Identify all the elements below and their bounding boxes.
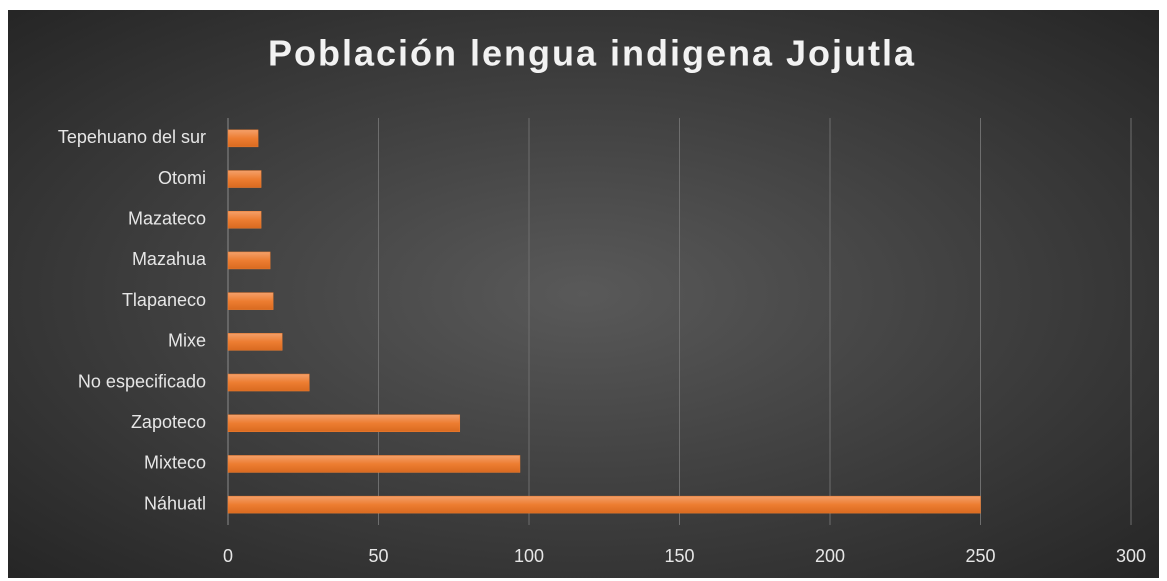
y-tick-label: Mixteco: [144, 453, 206, 473]
y-tick-label: No especificado: [78, 371, 206, 391]
y-tick-label: Mixe: [168, 331, 206, 351]
y-tick-label: Otomi: [158, 168, 206, 188]
x-tick-label: 100: [514, 546, 544, 566]
y-tick-label: Náhuatl: [144, 493, 206, 513]
chart-title: Población lengua indigena Jojutla: [268, 33, 916, 74]
bar: [227, 414, 461, 432]
y-tick-label: Tlapaneco: [122, 290, 206, 310]
y-tick-label: Mazahua: [132, 249, 207, 269]
y-tick-label: Tepehuano del sur: [58, 127, 206, 147]
x-tick-label: 250: [965, 546, 995, 566]
bar: [227, 292, 274, 310]
x-tick-label: 300: [1116, 546, 1146, 566]
bar: [227, 129, 259, 148]
x-tick-label: 150: [664, 546, 694, 566]
x-tick-label: 50: [368, 546, 388, 566]
bar: [227, 170, 262, 188]
y-tick-label: Mazateco: [128, 209, 206, 229]
bar: [227, 333, 283, 351]
chart-background: [8, 10, 1159, 578]
bar: [227, 251, 271, 270]
bar: [227, 373, 310, 392]
y-tick-label: Zapoteco: [131, 412, 206, 432]
x-tick-label: 0: [223, 546, 233, 566]
x-tick-label: 200: [815, 546, 845, 566]
bar: [227, 495, 981, 514]
bar: [227, 455, 521, 473]
bar: [227, 211, 262, 229]
